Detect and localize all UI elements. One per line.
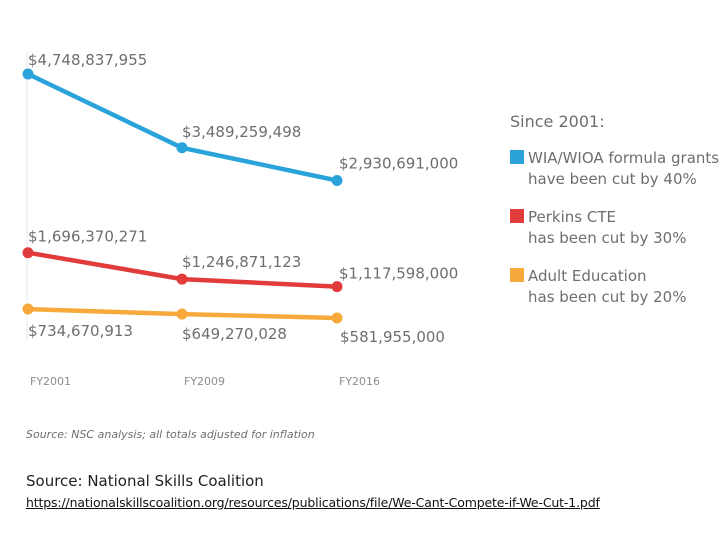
data-point-1-0 xyxy=(22,247,34,259)
x-tick-label-1: FY2009 xyxy=(184,375,225,388)
data-label-2-2: $581,955,000 xyxy=(340,328,445,346)
chart-note: Source: NSC analysis; all totals adjuste… xyxy=(26,428,315,441)
legend-title: Since 2001: xyxy=(510,112,605,131)
data-label-2-0: $734,670,913 xyxy=(28,322,133,340)
data-point-1-2 xyxy=(331,281,343,293)
data-label-1-1: $1,246,871,123 xyxy=(182,253,301,271)
data-point-2-0 xyxy=(22,303,34,315)
source-link[interactable]: https://nationalskillscoalition.org/reso… xyxy=(26,495,600,510)
data-point-2-2 xyxy=(331,312,343,324)
data-point-0-0 xyxy=(22,68,34,80)
data-label-1-0: $1,696,370,271 xyxy=(28,228,147,246)
legend-swatch-0 xyxy=(510,150,524,164)
data-label-0-0: $4,748,837,955 xyxy=(28,51,147,69)
legend-item-line2-2: has been cut by 20% xyxy=(528,288,686,306)
data-point-2-1 xyxy=(176,308,188,320)
x-tick-label-2: FY2016 xyxy=(339,375,380,388)
data-label-2-1: $649,270,028 xyxy=(182,325,287,343)
legend-item-line1-2: Adult Education xyxy=(528,267,647,285)
x-tick-label-0: FY2001 xyxy=(30,375,71,388)
legend-item-line2-0: have been cut by 40% xyxy=(528,170,697,188)
data-label-0-1: $3,489,259,498 xyxy=(182,123,301,141)
data-label-0-2: $2,930,691,000 xyxy=(339,154,458,172)
legend-swatch-2 xyxy=(510,268,524,282)
legend-item-line1-0: WIA/WIOA formula grants xyxy=(528,149,719,167)
data-label-1-2: $1,117,598,000 xyxy=(339,265,458,283)
legend-swatch-1 xyxy=(510,209,524,223)
legend-item-line2-1: has been cut by 30% xyxy=(528,229,686,247)
legend-item-line1-1: Perkins CTE xyxy=(528,208,616,226)
source-label: Source: National Skills Coalition xyxy=(26,472,264,490)
data-point-1-1 xyxy=(176,273,188,285)
data-point-0-2 xyxy=(331,174,343,186)
data-point-0-1 xyxy=(176,142,188,154)
